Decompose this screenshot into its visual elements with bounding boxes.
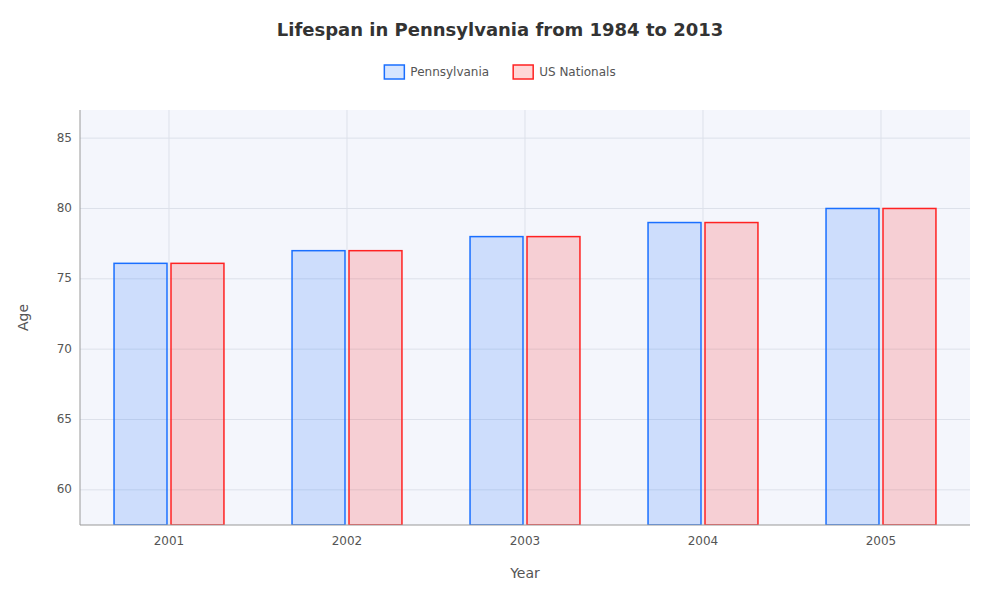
bar — [826, 208, 879, 525]
y-tick-label: 65 — [57, 412, 72, 426]
x-tick-label: 2005 — [866, 534, 897, 548]
bar — [171, 263, 224, 525]
bar — [114, 263, 167, 525]
chart: 60 65 70 75 80 85 2001 2002 2003 2004 2005 Year Age L… — [0, 0, 1000, 600]
legend-label: Pennsylvania — [410, 65, 489, 79]
bar — [527, 237, 580, 525]
bars — [114, 208, 936, 525]
legend-label: US Nationals — [539, 65, 615, 79]
grid-line-x — [347, 110, 348, 525]
grid-line-x — [525, 110, 526, 525]
bar — [349, 251, 402, 525]
y-tick-label: 60 — [57, 482, 72, 496]
x-tick-label: 2002 — [332, 534, 363, 548]
legend: Pennsylvania US Nationals — [384, 65, 615, 80]
x-tick-label: 2003 — [510, 534, 541, 548]
legend-swatch — [513, 65, 533, 79]
bar — [648, 223, 701, 525]
x-axis-line — [80, 525, 970, 526]
y-tick-label: 70 — [57, 342, 72, 356]
y-tick-label: 85 — [57, 131, 72, 145]
bar — [292, 251, 345, 525]
bar — [470, 237, 523, 525]
grid-line-x — [169, 110, 170, 525]
grid-line-x — [703, 110, 704, 525]
bar — [883, 208, 936, 525]
bar — [705, 223, 758, 525]
x-axis-label: Year — [509, 565, 540, 581]
title: Lifespan in Pennsylvania from 1984 to 20… — [277, 19, 723, 40]
y-axis-label: Age — [15, 304, 31, 331]
x-tick-label: 2004 — [688, 534, 719, 548]
y-tick-label: 80 — [57, 201, 72, 215]
x-tick-label: 2001 — [154, 534, 185, 548]
y-axis-line — [80, 110, 81, 525]
legend-swatch — [384, 65, 404, 79]
grid-line-x — [881, 110, 882, 525]
plot-background — [80, 110, 970, 525]
y-tick-label: 75 — [57, 271, 72, 285]
